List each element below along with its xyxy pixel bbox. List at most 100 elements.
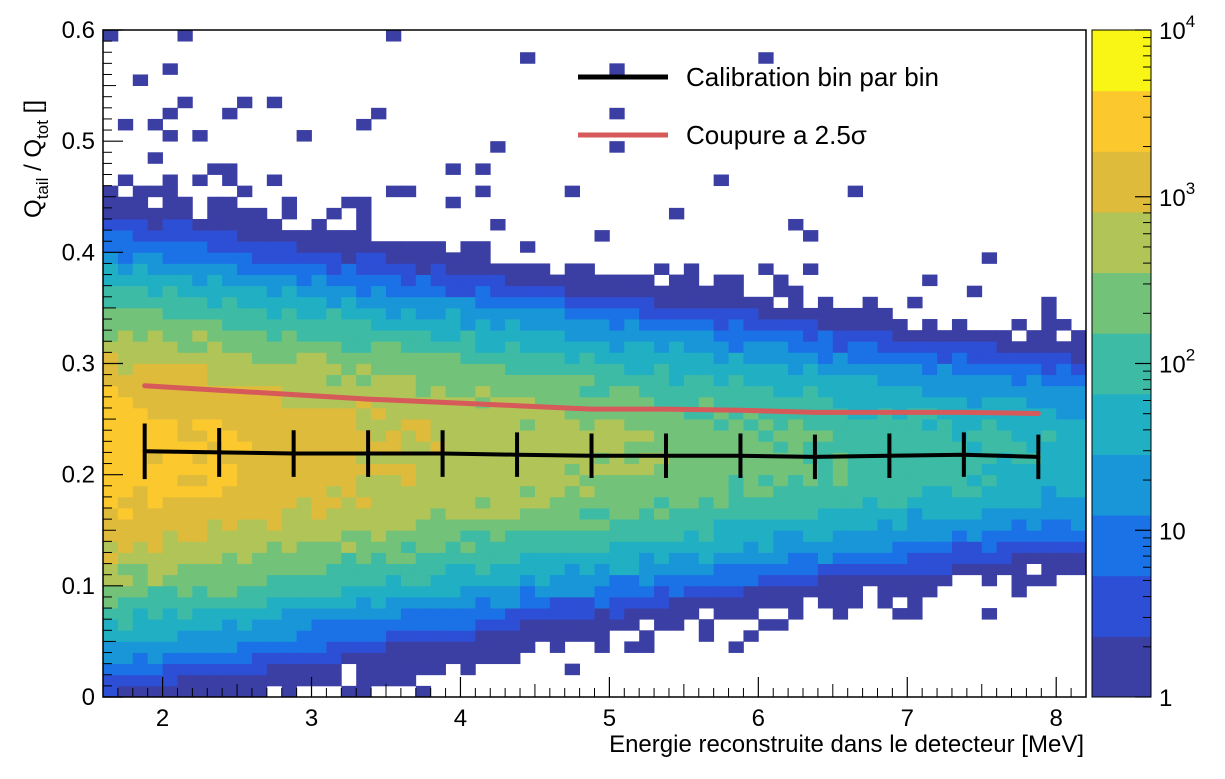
heatmap-cell: [132, 552, 149, 564]
heatmap-cell: [341, 263, 357, 275]
heatmap-cell: [147, 541, 163, 553]
heatmap-cell: [832, 530, 849, 542]
heatmap-cell: [520, 608, 536, 620]
heatmap-cell: [788, 608, 804, 620]
heatmap-cell: [728, 307, 744, 320]
heatmap-cell: [430, 530, 446, 542]
heatmap-cell: [237, 652, 253, 665]
heatmap-cell: [624, 407, 640, 420]
heatmap-cell: [520, 585, 536, 598]
heatmap-cell: [117, 419, 134, 431]
heatmap-cell: [460, 385, 476, 398]
heatmap-cell: [326, 441, 342, 453]
heatmap-cell: [341, 641, 357, 653]
heatmap-cell: [117, 641, 134, 653]
heatmap-cell: [609, 385, 625, 398]
heatmap-cell: [460, 352, 476, 364]
heatmap-cell: [207, 196, 223, 209]
colorbar-tick-label: 103: [1159, 179, 1195, 212]
heatmap-cell: [251, 596, 268, 609]
heatmap-cell: [892, 508, 908, 520]
heatmap-cell: [162, 274, 178, 287]
heatmap-cell: [371, 352, 387, 364]
heatmap-cell: [356, 619, 372, 631]
heatmap-cell: [803, 385, 819, 398]
heatmap-cell: [475, 263, 491, 275]
heatmap-cell: [371, 307, 387, 320]
heatmap-cell: [892, 552, 908, 564]
heatmap-cell: [192, 319, 208, 331]
heatmap-cell: [937, 552, 953, 564]
heatmap-cell: [713, 174, 729, 187]
heatmap-cell: [326, 619, 342, 631]
heatmap-cell: [654, 419, 670, 431]
legend-label: Calibration bin par bin: [686, 62, 939, 92]
heatmap-cell: [237, 608, 253, 620]
heatmap-cell: [177, 30, 193, 42]
heatmap-cell: [177, 474, 193, 487]
heatmap-cell: [520, 641, 536, 653]
heatmap-cell: [743, 296, 759, 309]
heatmap-cell: [103, 474, 119, 487]
heatmap-cell: [475, 463, 491, 476]
heatmap-cell: [371, 541, 387, 553]
heatmap-cell: [892, 319, 908, 331]
heatmap-cell: [430, 619, 446, 631]
heatmap-cell: [475, 430, 491, 442]
heatmap-cell: [385, 474, 402, 487]
heatmap-cell: [222, 419, 238, 431]
heatmap-cell: [922, 319, 938, 331]
heatmap-cell: [400, 385, 417, 398]
heatmap-cell: [713, 452, 729, 464]
heatmap-cell: [847, 596, 863, 609]
heatmap-cell: [341, 530, 357, 542]
heatmap-cell: [445, 363, 461, 376]
heatmap-cell: [773, 519, 789, 531]
heatmap-cell: [758, 352, 774, 364]
heatmap-cell: [192, 296, 208, 309]
heatmap-cell: [475, 563, 491, 576]
heatmap-cell: [103, 485, 119, 498]
heatmap-cell: [207, 530, 223, 542]
heatmap-cell: [266, 407, 283, 420]
heatmap-cell: [743, 519, 759, 531]
heatmap-cell: [564, 419, 580, 431]
heatmap-cell: [609, 552, 625, 564]
heatmap-cell: [832, 419, 849, 431]
heatmap-cell: [922, 452, 938, 464]
heatmap-cell: [103, 530, 119, 542]
heatmap-cell: [1011, 441, 1027, 453]
heatmap-cell: [1041, 385, 1057, 398]
heatmap-cell: [758, 519, 774, 531]
heatmap-cell: [862, 363, 878, 376]
heatmap-cell: [698, 519, 715, 531]
heatmap-cell: [877, 519, 893, 531]
heatmap-cell: [266, 496, 283, 509]
heatmap-cell: [192, 596, 208, 609]
heatmap-cell: [400, 574, 417, 587]
heatmap-cell: [981, 608, 998, 620]
heatmap-cell: [251, 274, 268, 287]
heatmap-cell: [415, 385, 432, 398]
heatmap-cell: [251, 641, 268, 653]
heatmap-cell: [281, 285, 298, 298]
heatmap-cell: [415, 585, 432, 598]
heatmap-cell: [937, 496, 953, 509]
heatmap-cell: [296, 619, 312, 631]
heatmap-cell: [698, 330, 715, 342]
heatmap-cell: [251, 374, 268, 387]
heatmap-cell: [609, 430, 625, 442]
heatmap-cell: [207, 330, 223, 342]
heatmap-cell: [743, 419, 759, 431]
heatmap-cell: [475, 296, 491, 309]
heatmap-cell: [103, 508, 119, 520]
heatmap-cell: [296, 585, 312, 598]
heatmap-cell: [147, 118, 163, 131]
heatmap-cell: [743, 430, 759, 442]
heatmap-cell: [788, 307, 804, 320]
heatmap-cell: [758, 319, 774, 331]
heatmap-cell: [951, 452, 968, 464]
heatmap-cell: [117, 296, 134, 309]
heatmap-cell: [385, 285, 402, 298]
heatmap-cell: [847, 341, 863, 353]
